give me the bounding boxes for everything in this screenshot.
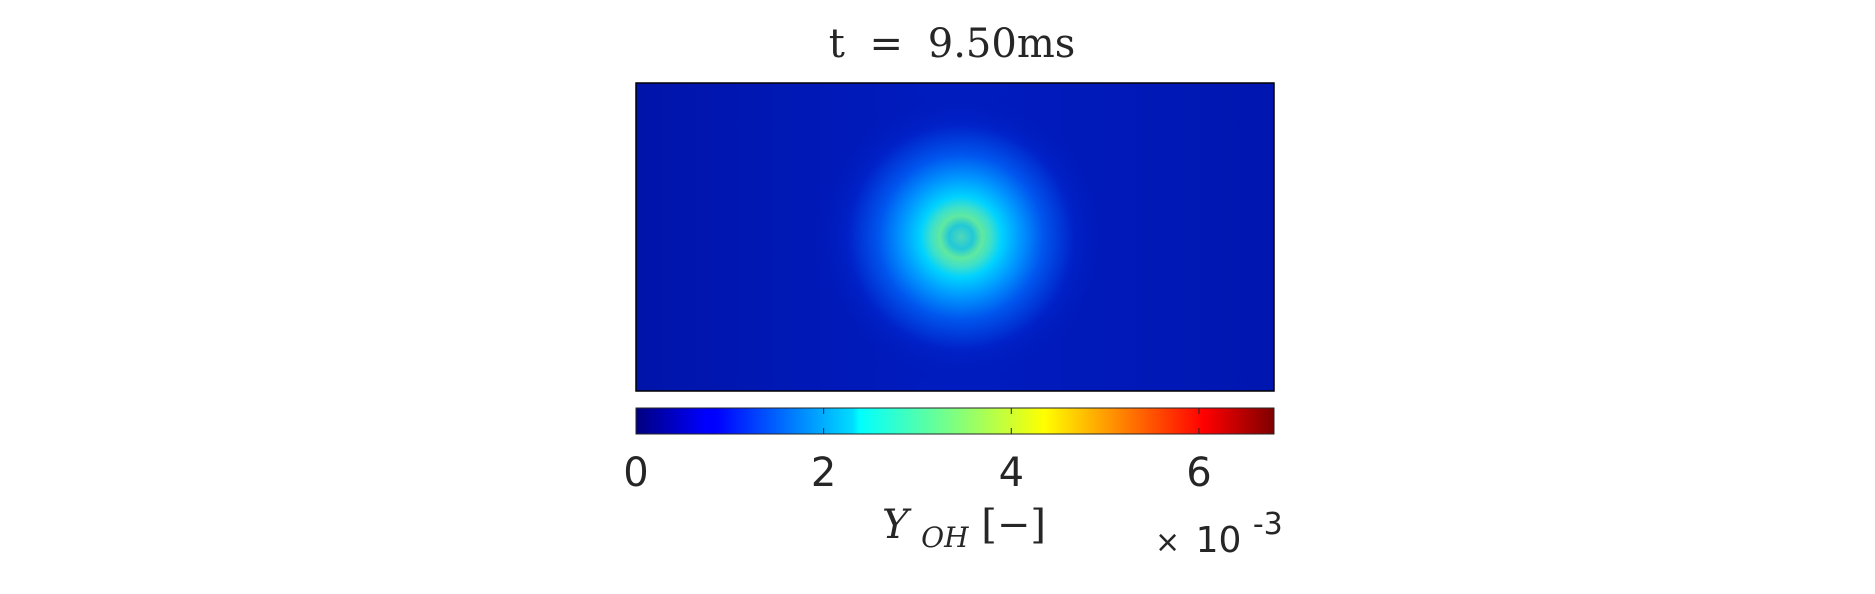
colorbar-gradient: [635, 407, 1275, 435]
title-equals: =: [870, 21, 904, 67]
colorbar: 0 2 4 6: [623, 407, 1275, 496]
colorbar-tick-label: 6: [1186, 450, 1211, 496]
title-variable: t: [829, 21, 845, 67]
multiplier-times: ×: [1155, 525, 1180, 560]
colorbar-tick-labels: 0 2 4 6: [623, 450, 1211, 496]
colorbar-tick-label: 2: [811, 450, 836, 496]
heatmap-frame: [635, 82, 1275, 392]
heatmap: [635, 82, 1275, 392]
multiplier-base: 10: [1196, 520, 1242, 561]
colorbar-tick-label: 4: [999, 450, 1024, 496]
chart-title: t = 9.50ms: [829, 21, 1076, 67]
heatmap-spot: [636, 83, 1274, 391]
title-value: 9.50ms: [928, 21, 1076, 67]
multiplier-exponent: -3: [1253, 507, 1283, 542]
colorbar-label: Y OH [−]: [882, 502, 1046, 557]
colorbar-tick-label: 0: [623, 450, 648, 496]
colorbar-ticks: [635, 408, 1200, 434]
colorbar-label-units: [−]: [981, 502, 1046, 548]
colorbar-label-main: Y: [882, 502, 912, 548]
colorbar-multiplier: × 10 -3: [1155, 507, 1283, 561]
colorbar-label-sub: OH: [921, 521, 969, 554]
